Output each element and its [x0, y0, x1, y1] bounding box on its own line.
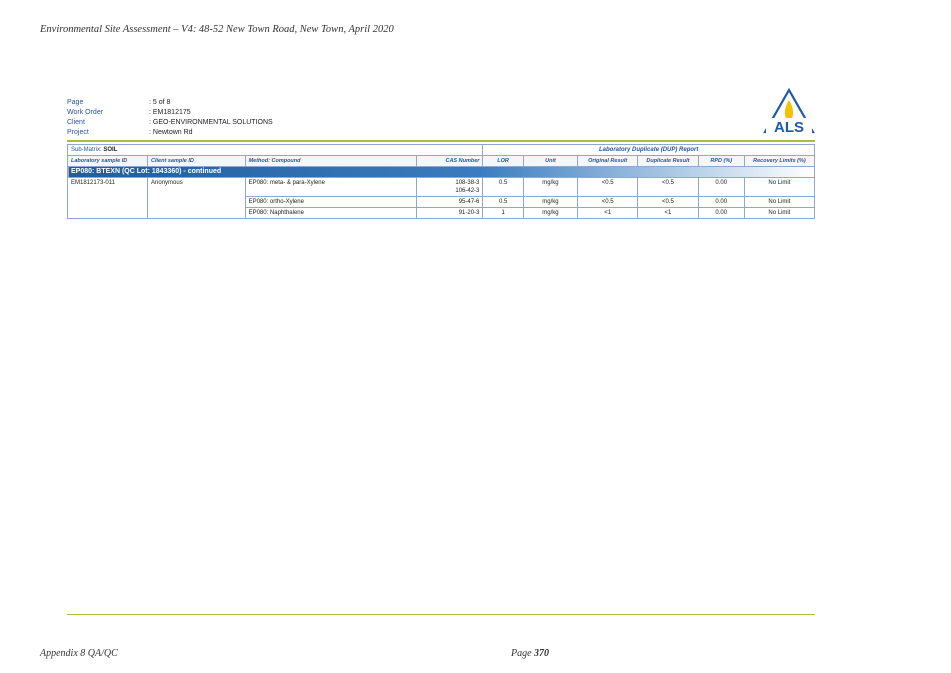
original-result-cell: <0.5	[577, 196, 639, 208]
column-header: LOR	[482, 155, 524, 167]
lor-cell: 0.5	[482, 196, 524, 208]
column-header: Original Result	[577, 155, 639, 167]
unit-cell: mg/kg	[522, 207, 579, 219]
group-header-row: EP080: BTEXN (QC Lot: 1843360) - continu…	[67, 166, 815, 178]
unit-cell: mg/kg	[522, 196, 579, 208]
compound-cell: EP080: Naphthalene	[244, 207, 418, 219]
sub-matrix-cell: Sub-Matrix: SOIL	[66, 144, 484, 156]
document-header-title: Environmental Site Assessment – V4: 48-5…	[40, 24, 394, 35]
lab-sample-id: EM1812173-011	[66, 177, 149, 219]
sub-matrix-label: Sub-Matrix:	[71, 147, 102, 153]
table-row: EP080: Naphthalene 91-20-3 1 mg/kg <1 <1…	[68, 207, 816, 219]
table-row: EM1812173-011 Anonymous EP080: meta- & p…	[66, 177, 816, 219]
report-meta: Page : 5 of 8 Work Order : EM1812175 Cli…	[67, 98, 273, 138]
cas-number: 106-42-3	[455, 188, 480, 194]
column-header: Method: Compound	[244, 155, 418, 167]
meta-label: Work Order	[67, 109, 104, 116]
duplicate-result-cell: <0.5	[637, 177, 699, 197]
footer-page-label: Page	[511, 648, 532, 659]
sub-matrix-value: SOIL	[103, 147, 118, 153]
meta-row-page: Page : 5 of 8	[67, 98, 273, 108]
column-header-row: Laboratory sample ID Client sample ID Me…	[66, 155, 816, 167]
rpd-cell: 0.00	[697, 207, 745, 219]
footer-page: Page 370	[511, 648, 549, 659]
duplicate-result-cell: <1	[637, 207, 699, 219]
footer-divider	[67, 614, 815, 615]
header-divider	[67, 140, 815, 142]
meta-value: : EM1812175	[149, 109, 191, 116]
meta-value: : GEO-ENVIRONMENTAL SOLUTIONS	[149, 119, 273, 126]
table-row: EP080: ortho-Xylene 95-47-6 0.5 mg/kg <0…	[68, 196, 816, 208]
duplicate-report-table: Sub-Matrix: SOIL Laboratory Duplicate (D…	[66, 144, 816, 219]
als-logo: ALS	[763, 88, 815, 136]
rpd-cell: 0.00	[697, 177, 745, 197]
cas-cell: 91-20-3	[416, 207, 484, 219]
meta-label: Client	[67, 119, 85, 126]
meta-row-project: Project : Newtown Rd	[67, 128, 273, 138]
cas-cell: 108-38-3 106-42-3	[416, 177, 484, 197]
unit-cell: mg/kg	[522, 177, 579, 197]
meta-value: : 5 of 8	[149, 99, 171, 106]
meta-row-client: Client : GEO-ENVIRONMENTAL SOLUTIONS	[67, 118, 273, 128]
meta-row-work-order: Work Order : EM1812175	[67, 108, 273, 118]
original-result-cell: <0.5	[577, 177, 639, 197]
column-header: Client sample ID	[147, 155, 246, 167]
footer-page-number: 370	[534, 648, 550, 659]
column-header: Unit	[522, 155, 579, 167]
recovery-limits-cell: No Limit	[743, 207, 816, 219]
rpd-cell: 0.00	[697, 196, 745, 208]
meta-value: : Newtown Rd	[149, 129, 193, 136]
group-title: EP080: BTEXN (QC Lot: 1843360) - continu…	[67, 166, 815, 178]
compound-cell: EP080: ortho-Xylene	[244, 196, 418, 208]
sub-matrix-row: Sub-Matrix: SOIL Laboratory Duplicate (D…	[66, 144, 815, 156]
column-header: RPD (%)	[697, 155, 745, 167]
recovery-limits-cell: No Limit	[743, 177, 816, 197]
duplicate-result-cell: <0.5	[637, 196, 699, 208]
column-header: Recovery Limits (%)	[743, 155, 816, 167]
lor-cell: 0.5	[482, 177, 524, 197]
cas-number: 108-38-3	[455, 180, 480, 186]
lor-cell: 1	[482, 207, 524, 219]
original-result-cell: <1	[577, 207, 639, 219]
footer-appendix: Appendix 8 QA/QC	[40, 648, 118, 659]
compound-cell: EP080: meta- & para-Xylene	[244, 177, 418, 197]
column-header: Duplicate Result	[637, 155, 699, 167]
column-header: CAS Number	[416, 155, 484, 167]
client-sample-id: Anonymous	[147, 177, 246, 219]
meta-label: Project	[67, 129, 89, 136]
meta-label: Page	[67, 99, 84, 106]
cas-cell: 95-47-6	[416, 196, 484, 208]
column-header: Laboratory sample ID	[66, 155, 149, 167]
svg-text:ALS: ALS	[774, 119, 804, 136]
recovery-limits-cell: No Limit	[743, 196, 816, 208]
section-title: Laboratory Duplicate (DUP) Report	[482, 144, 815, 156]
